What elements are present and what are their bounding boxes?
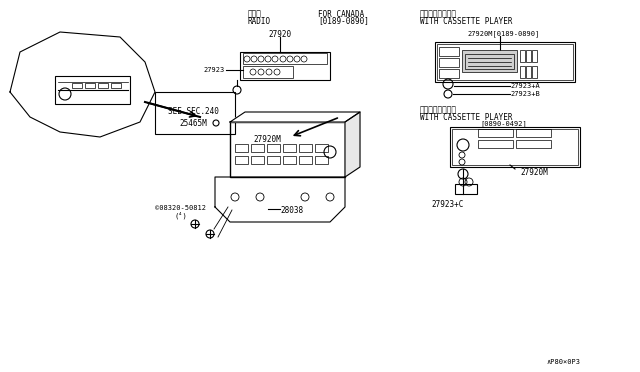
Bar — [251, 156, 264, 164]
Bar — [516, 140, 551, 148]
Text: 27920: 27920 — [268, 29, 292, 38]
Bar — [299, 144, 312, 152]
Bar — [516, 129, 551, 137]
Text: 27923: 27923 — [204, 67, 225, 73]
Text: 25465M: 25465M — [179, 119, 207, 128]
Bar — [235, 144, 248, 152]
Bar — [526, 50, 531, 62]
Bar — [283, 144, 296, 152]
Bar — [315, 156, 328, 164]
Text: RADIO: RADIO — [248, 16, 271, 26]
Bar — [439, 58, 459, 67]
Bar — [299, 156, 312, 164]
Bar — [251, 144, 264, 152]
Text: 27920M[0189-0890]: 27920M[0189-0890] — [468, 31, 540, 37]
Bar — [532, 50, 537, 62]
Text: ©08320-50812: ©08320-50812 — [155, 205, 206, 211]
Bar — [520, 66, 525, 78]
Bar — [532, 66, 537, 78]
Bar — [455, 184, 477, 194]
Bar — [439, 47, 459, 56]
Text: カセット付ラジオ: カセット付ラジオ — [420, 106, 457, 115]
Text: 27920M: 27920M — [253, 135, 281, 144]
Bar — [439, 69, 459, 78]
Text: FOR CANADA: FOR CANADA — [318, 10, 364, 19]
Bar — [478, 140, 513, 148]
Bar — [230, 122, 345, 177]
Bar — [72, 83, 82, 88]
Polygon shape — [345, 112, 360, 177]
Bar — [55, 76, 130, 104]
Bar — [240, 52, 330, 80]
Bar — [155, 92, 235, 134]
Text: 27920M: 27920M — [520, 167, 548, 176]
Text: 27923+B: 27923+B — [510, 91, 540, 97]
Bar — [98, 83, 108, 88]
Bar — [452, 129, 578, 165]
Bar — [465, 54, 514, 69]
Bar — [462, 50, 517, 72]
Bar — [283, 156, 296, 164]
Bar — [267, 156, 280, 164]
Text: 28038: 28038 — [280, 205, 303, 215]
Text: [0890-0492]: [0890-0492] — [480, 121, 527, 127]
Bar — [526, 66, 531, 78]
Text: WITH CASSETTE PLAYER: WITH CASSETTE PLAYER — [420, 112, 513, 122]
Bar — [437, 44, 573, 80]
Bar — [267, 144, 280, 152]
Text: ラジオ: ラジオ — [248, 10, 262, 19]
Bar — [435, 42, 575, 82]
Bar — [450, 127, 580, 167]
Bar — [478, 129, 513, 137]
Bar — [315, 144, 328, 152]
Bar — [243, 66, 293, 78]
Text: ∧P80×0P3: ∧P80×0P3 — [546, 359, 580, 365]
Bar — [235, 156, 248, 164]
Bar — [520, 50, 525, 62]
Text: WITH CASSETTE PLAYER: WITH CASSETTE PLAYER — [420, 16, 513, 26]
Bar — [111, 83, 121, 88]
Text: [0189-0890]: [0189-0890] — [318, 16, 369, 26]
Bar — [243, 53, 327, 64]
Bar — [85, 83, 95, 88]
Polygon shape — [230, 112, 360, 122]
Text: 27923+A: 27923+A — [510, 83, 540, 89]
Polygon shape — [215, 177, 345, 222]
Text: 27923+C: 27923+C — [432, 199, 464, 208]
Text: カセット付ラジオ: カセット付ラジオ — [420, 10, 457, 19]
Text: (⁴): (⁴) — [175, 211, 188, 219]
Text: SEE SEC.240: SEE SEC.240 — [168, 106, 218, 115]
